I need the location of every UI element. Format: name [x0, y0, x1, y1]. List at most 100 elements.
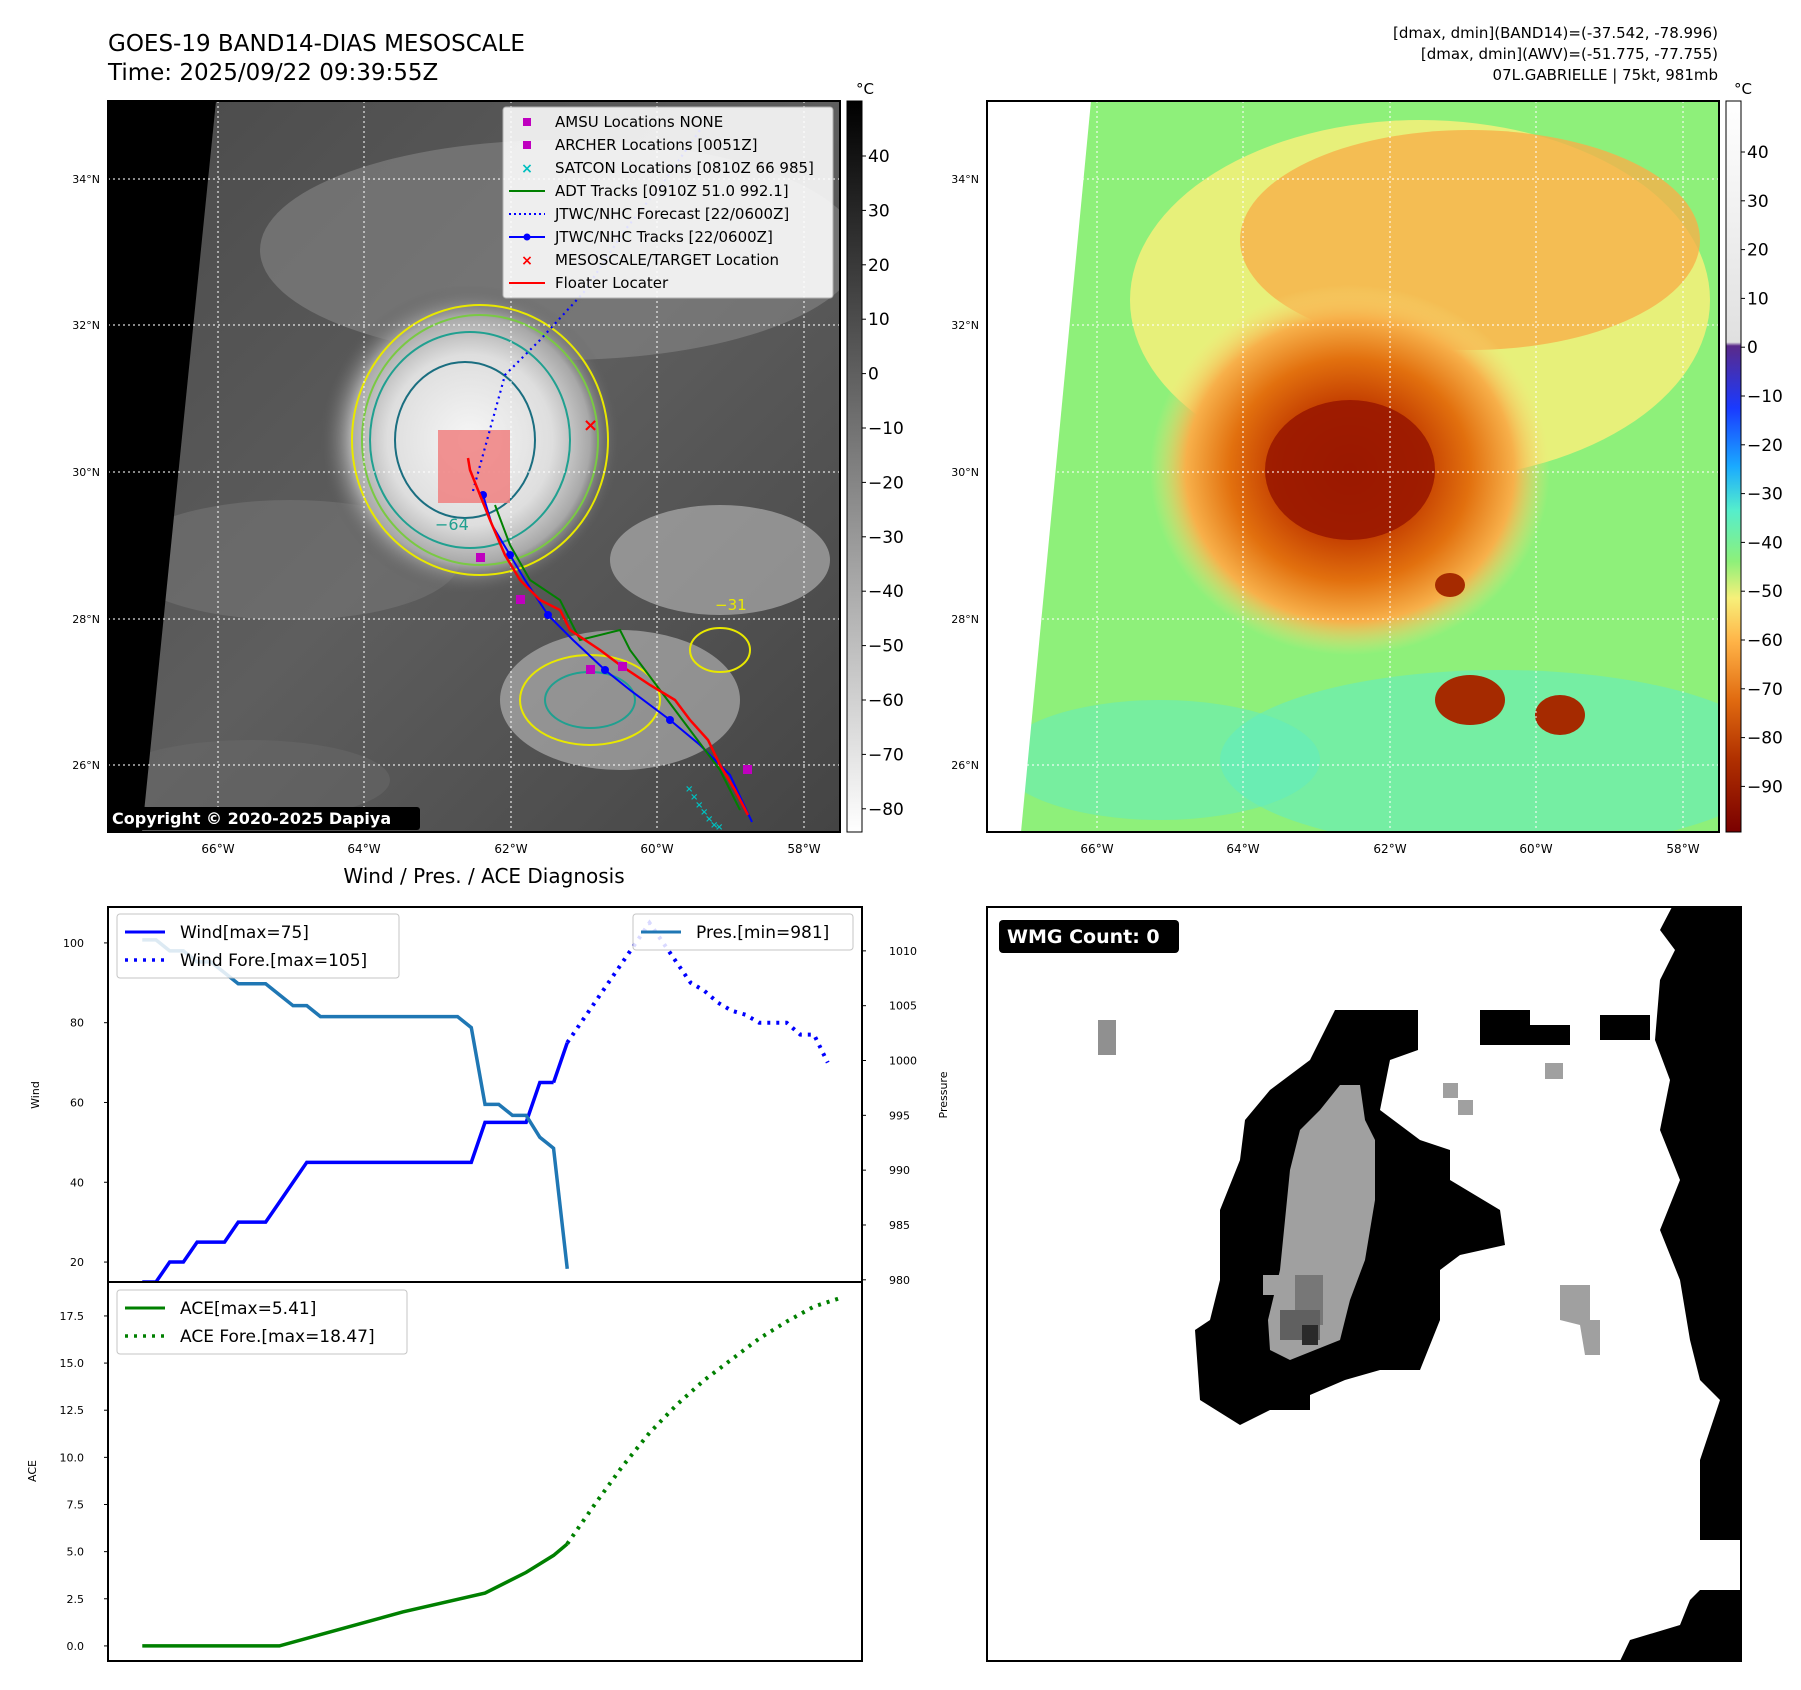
- pres-ytick-label: 1005: [889, 1000, 917, 1013]
- lon-tick-label: 66°W: [1080, 842, 1113, 856]
- ir-cbar-tick-label: −80: [868, 800, 904, 820]
- jtwc-track-point: [506, 551, 514, 559]
- lon-tick-label: 60°W: [640, 842, 673, 856]
- wmg-frame: [986, 906, 1742, 1662]
- ir-cbar-tick-label: 10: [868, 310, 890, 330]
- ir-colorbar: [846, 100, 863, 833]
- lat-tick-label: 28°N: [72, 613, 100, 626]
- ace-ytick-label: 10.0: [60, 1451, 85, 1464]
- ace-ytick-label: 12.5: [60, 1404, 85, 1417]
- svg-text:×: ×: [685, 784, 693, 795]
- ir-cbar-tick-label: −60: [868, 691, 904, 711]
- awv-cbar-tick-label: 10: [1747, 289, 1769, 309]
- copyright-text: Copyright © 2020-2025 Dapiya: [112, 809, 391, 828]
- jtwc-track-point: [601, 666, 609, 674]
- ir-legend-item-label: MESOSCALE/TARGET Location: [555, 251, 779, 269]
- ir-legend-item-label: Floater Locater: [555, 274, 669, 292]
- awv-cbar-tick-label: −10: [1747, 387, 1783, 407]
- ir-legend: AMSU Locations NONE ARCHER Locations [005…: [502, 106, 834, 299]
- awv-cbar-tick-label: −90: [1747, 777, 1783, 797]
- awv-colorbar: [1725, 100, 1742, 833]
- ir-map-panel: −64 −31 −31: [72, 80, 904, 856]
- lat-tick-label: 30°N: [951, 466, 979, 479]
- legend-marker-square: [523, 118, 531, 126]
- wmg-gray-region: [1098, 1020, 1600, 1360]
- wind-ytick-label: 60: [70, 1096, 84, 1109]
- target-marker: ×: [583, 415, 598, 436]
- adt-track: [494, 504, 741, 811]
- lat-tick-label: 28°N: [951, 613, 979, 626]
- wmg-panel: WMG Count: 0: [986, 906, 1742, 1662]
- ir-cbar-tick-label: −50: [868, 637, 904, 657]
- legend-marker-x: ×: [521, 161, 533, 177]
- ir-legend-item-label: SATCON Locations [0810Z 66 985]: [555, 159, 814, 177]
- diagnosis-title: Wind / Pres. / ACE Diagnosis: [343, 864, 624, 888]
- svg-text:×: ×: [690, 792, 698, 803]
- ace-ytick-label: 0.0: [67, 1640, 85, 1653]
- archer-marker: [476, 553, 485, 562]
- contour-label-cold: −64: [435, 515, 469, 534]
- floater-locater-track: [466, 457, 750, 816]
- ir-legend-item-label: ADT Tracks [0910Z 51.0 992.1]: [555, 182, 789, 200]
- series-line: [142, 1080, 554, 1284]
- lat-tick-label: 34°N: [951, 173, 979, 186]
- archer-marker: [618, 662, 627, 671]
- awv-cbar-tick-label: −50: [1747, 582, 1783, 602]
- archer-marker: [743, 765, 752, 774]
- awv-cbar-tick-label: −70: [1747, 680, 1783, 700]
- lat-tick-label: 26°N: [951, 759, 979, 772]
- pres-legend-box: [632, 913, 854, 951]
- pres-ytick-label: 995: [889, 1109, 910, 1122]
- ir-colorbar-unit: °C: [856, 80, 874, 98]
- ir-legend-item-label: ARCHER Locations [0051Z]: [555, 136, 758, 154]
- lat-tick-label: 34°N: [72, 173, 100, 186]
- ace-axis-label: ACE: [26, 1460, 39, 1482]
- pres-ytick-label: 980: [889, 1274, 910, 1287]
- ace-ytick-label: 7.5: [67, 1498, 85, 1511]
- awv-cbar-tick-label: −20: [1747, 436, 1783, 456]
- wind-ytick-label: 20: [70, 1256, 84, 1269]
- info-band14: [dmax, dmin](BAND14)=(-37.542, -78.996): [1393, 24, 1718, 42]
- svg-text:×: ×: [710, 820, 718, 831]
- ir-cbar-tick-label: −20: [868, 473, 904, 493]
- contour-label-warm: −31: [715, 596, 747, 614]
- ir-cbar-tick-label: −30: [868, 528, 904, 548]
- ir-cbar-tick-label: 20: [868, 256, 890, 276]
- wind-pressure-plot: 20 40 60 80 100 980 985 990 995 1000 1005 1010 Win…: [29, 906, 950, 1287]
- archer-marker: [586, 665, 595, 674]
- awv-gridlines: [987, 101, 1719, 832]
- ace-plot: 0.0 2.5 5.0 7.5 10.0 12.5 15.0 17.5 ACE ACE[max…: [26, 1281, 863, 1662]
- lon-tick-label: 64°W: [1226, 842, 1259, 856]
- series-line: [565, 1295, 843, 1546]
- lon-tick-label: 62°W: [1373, 842, 1406, 856]
- awv-cell: [1435, 675, 1505, 725]
- ace-ytick-label: 17.5: [60, 1310, 85, 1323]
- lon-tick-label: 62°W: [494, 842, 527, 856]
- wind-legend-label: Wind[max=75]: [180, 923, 309, 943]
- pres-ytick-label: 1000: [889, 1055, 917, 1068]
- svg-text:×: ×: [715, 822, 723, 833]
- awv-no-data-wedge: [987, 101, 1091, 832]
- lon-tick-label: 64°W: [347, 842, 380, 856]
- lon-tick-label: 58°W: [787, 842, 820, 856]
- wmg-count-label: WMG Count: 0: [1007, 926, 1160, 948]
- series-line: [565, 919, 830, 1064]
- ir-cbar-tick-label: 0: [868, 365, 879, 385]
- awv-cbar-tick-label: −60: [1747, 631, 1783, 651]
- wind-ytick-label: 40: [70, 1176, 84, 1189]
- floater-box: [438, 430, 510, 503]
- series-line: [551, 1042, 569, 1084]
- awv-cell: [1535, 695, 1585, 735]
- awv-cbar-tick-label: 20: [1747, 241, 1769, 261]
- jtwc-track-point: [666, 716, 674, 724]
- lat-tick-label: 32°N: [72, 319, 100, 332]
- lat-tick-label: 30°N: [72, 466, 100, 479]
- contour-teal: [369, 331, 571, 549]
- awv-map-frame: [986, 100, 1720, 833]
- legend-marker-square: [523, 141, 531, 149]
- info-awv: [dmax, dmin](AWV)=(-51.775, -77.755): [1421, 45, 1718, 63]
- awv-cyan-region: [1000, 700, 1320, 820]
- info-storm: 07L.GABRIELLE | 75kt, 981mb: [1493, 66, 1718, 84]
- ace-legend-label: ACE[max=5.41]: [180, 1299, 316, 1319]
